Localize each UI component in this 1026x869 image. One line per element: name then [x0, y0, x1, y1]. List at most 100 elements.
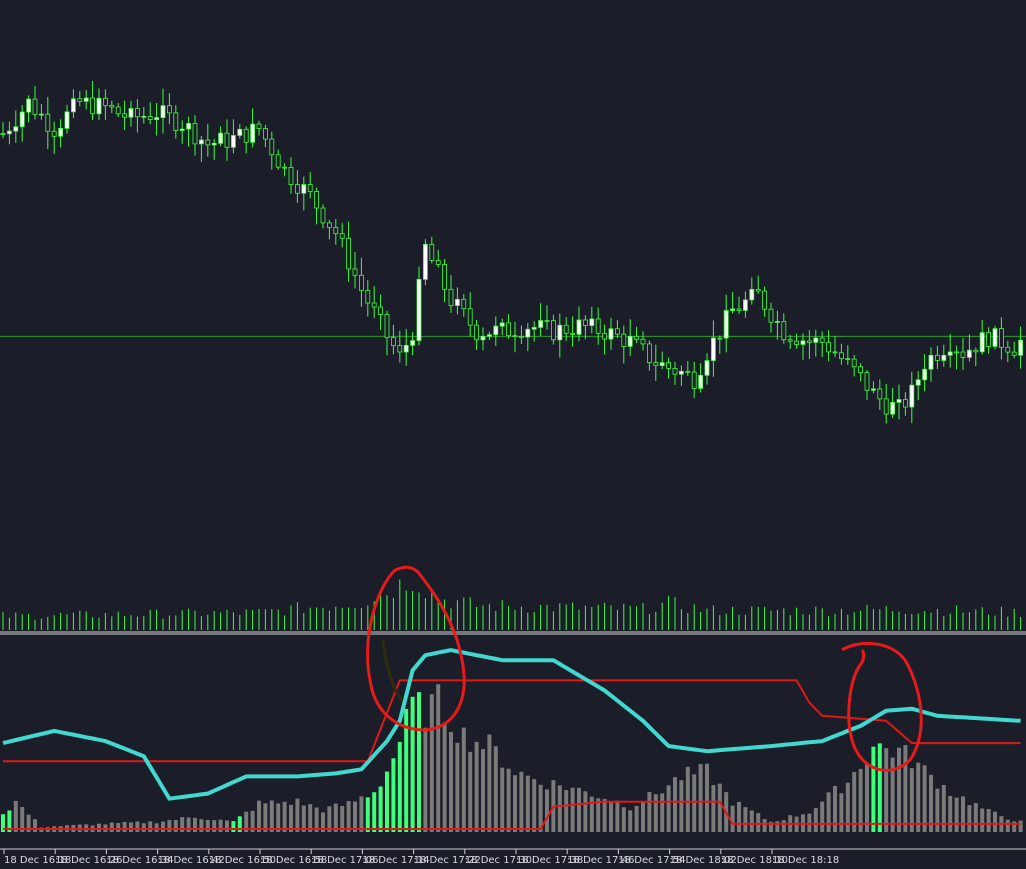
candle	[903, 392, 908, 416]
candle	[282, 163, 288, 177]
histogram-bar	[301, 805, 306, 832]
candle	[410, 332, 416, 356]
histogram-bar-highlight	[391, 758, 396, 832]
candle	[237, 124, 243, 139]
histogram-bar-highlight	[397, 741, 402, 832]
histogram-bar	[327, 806, 332, 832]
candle	[493, 316, 499, 346]
histogram-bar	[525, 775, 530, 832]
red-lower-line	[3, 800, 1021, 830]
candle	[474, 319, 480, 350]
histogram-bar	[679, 780, 684, 832]
histogram-bar	[276, 803, 281, 832]
histogram-bar	[781, 820, 786, 832]
histogram-bar	[762, 819, 767, 832]
histogram-bar	[545, 789, 549, 832]
histogram-bar	[852, 771, 857, 832]
x-tick-label: 18 Dec 16:50	[209, 855, 276, 866]
histogram-bar	[909, 768, 914, 832]
histogram-bar	[647, 792, 652, 832]
histogram-bar	[609, 802, 613, 832]
candle	[64, 104, 70, 134]
histogram-bar	[589, 796, 594, 832]
candle	[134, 99, 140, 133]
annotations	[366, 565, 923, 772]
histogram-bar	[865, 763, 869, 832]
candle	[58, 119, 63, 148]
histogram-bar	[833, 785, 837, 832]
candle	[115, 103, 121, 118]
histogram-bar	[615, 800, 620, 832]
histogram-bar	[737, 801, 741, 832]
candle	[486, 331, 492, 340]
candle	[807, 330, 812, 359]
candle	[698, 363, 703, 393]
candle	[103, 89, 108, 120]
candle	[96, 88, 102, 121]
histogram-bar	[205, 819, 210, 832]
histogram-bar-highlight	[231, 821, 236, 832]
histogram-bar	[109, 822, 114, 832]
candle	[941, 344, 947, 367]
histogram-bar	[685, 766, 690, 832]
histogram-bar-highlight	[378, 786, 383, 832]
candle	[173, 105, 179, 139]
histogram-bar-highlight	[877, 743, 882, 832]
candle	[243, 126, 249, 154]
histogram-bar	[359, 796, 364, 832]
histogram-bar	[769, 821, 773, 832]
histogram-bar	[557, 785, 562, 832]
histogram-bar	[468, 751, 473, 832]
candle	[851, 354, 857, 377]
x-tick-label: 18 Dec 17:38	[516, 855, 583, 866]
candle	[269, 131, 275, 170]
candle	[947, 334, 953, 368]
x-tick-label: 18 Dec 17:14	[362, 855, 429, 866]
histogram-bar	[180, 817, 185, 832]
candle	[26, 95, 32, 123]
x-tick-label: 18 Dec 18:18	[772, 855, 839, 866]
histogram-bar	[263, 803, 268, 832]
histogram-bar	[500, 767, 505, 832]
histogram-bar	[135, 821, 140, 832]
candle	[627, 319, 633, 357]
candle	[333, 218, 339, 245]
histogram-bar	[20, 806, 25, 832]
histogram-bar	[641, 802, 645, 832]
candle	[39, 103, 44, 120]
candle	[384, 310, 390, 356]
candle	[563, 317, 569, 341]
histogram-bar	[596, 798, 601, 832]
candle	[954, 345, 959, 370]
histogram-bar	[929, 774, 933, 832]
histogram-bar	[884, 748, 889, 832]
x-tick-label: 18 Dec 18:10	[721, 855, 788, 866]
x-tick-label: 18 Dec 16:42	[158, 855, 225, 866]
histogram-bar	[621, 807, 626, 832]
candle	[90, 80, 95, 121]
x-tick-label: 18 Dec 17:06	[311, 855, 378, 866]
histogram-bar	[199, 819, 204, 832]
histogram-bar	[116, 823, 121, 832]
candle	[877, 379, 883, 411]
histogram-bar-highlight	[385, 771, 389, 832]
histogram-bar	[449, 732, 453, 832]
histogram-bar	[474, 741, 479, 832]
candle	[749, 277, 755, 305]
candle	[390, 324, 396, 355]
candle	[704, 353, 710, 385]
histogram-bar	[660, 793, 665, 832]
histogram-bar	[506, 768, 511, 832]
candle	[1005, 340, 1011, 363]
candle	[51, 121, 57, 154]
histogram-bar	[897, 747, 901, 832]
histogram-bar	[743, 807, 748, 832]
histogram-bar-highlight	[372, 792, 377, 832]
histogram-bar	[666, 785, 671, 832]
histogram-bar	[1005, 819, 1010, 832]
histogram-bar	[167, 819, 172, 832]
histogram-bar	[826, 792, 831, 832]
candle	[634, 326, 639, 344]
histogram-bar	[935, 788, 940, 832]
